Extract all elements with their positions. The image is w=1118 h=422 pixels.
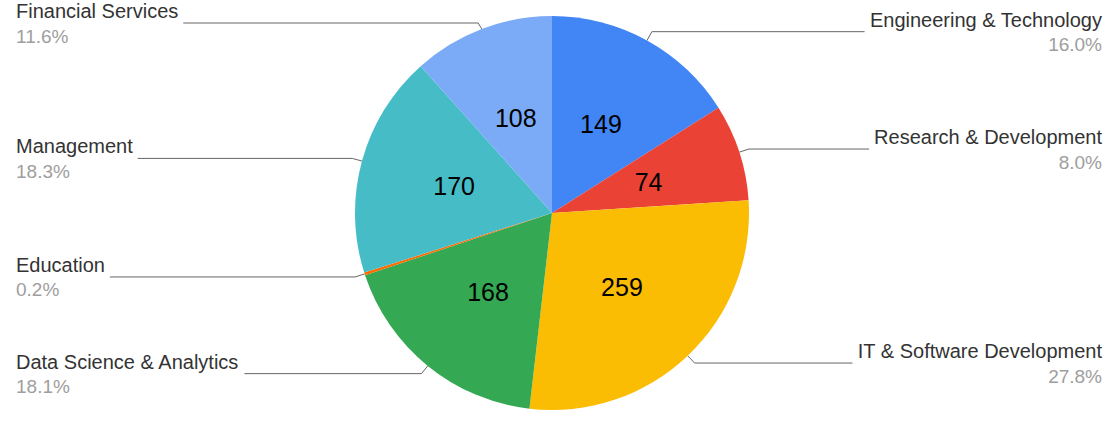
svg-text:74: 74: [635, 168, 663, 196]
svg-text:168: 168: [467, 278, 509, 306]
svg-text:18.1%: 18.1%: [16, 376, 70, 397]
svg-text:11.6%: 11.6%: [16, 26, 69, 47]
svg-text:27.8%: 27.8%: [1048, 366, 1102, 387]
svg-text:170: 170: [433, 172, 475, 200]
svg-text:8.0%: 8.0%: [1059, 152, 1102, 173]
svg-text:Research & Development: Research & Development: [874, 126, 1102, 148]
svg-text:Education: Education: [16, 254, 105, 276]
svg-text:Engineering & Technology: Engineering & Technology: [870, 9, 1102, 31]
svg-text:18.3%: 18.3%: [16, 161, 70, 182]
svg-text:IT & Software Development: IT & Software Development: [858, 340, 1103, 362]
svg-text:0.2%: 0.2%: [16, 279, 59, 300]
svg-text:16.0%: 16.0%: [1048, 34, 1102, 55]
svg-text:Data Science & Analytics: Data Science & Analytics: [16, 351, 238, 373]
svg-text:149: 149: [580, 110, 622, 138]
svg-text:Management: Management: [16, 135, 133, 157]
svg-text:Financial Services: Financial Services: [16, 0, 178, 22]
svg-text:259: 259: [601, 273, 643, 301]
svg-text:108: 108: [495, 104, 537, 132]
